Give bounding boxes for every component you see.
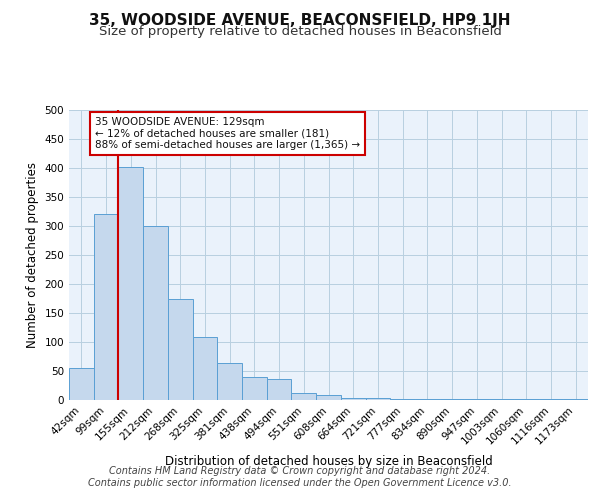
Text: 35, WOODSIDE AVENUE, BEACONSFIELD, HP9 1JH: 35, WOODSIDE AVENUE, BEACONSFIELD, HP9 1…	[89, 12, 511, 28]
X-axis label: Distribution of detached houses by size in Beaconsfield: Distribution of detached houses by size …	[164, 454, 493, 468]
Bar	[390, 399, 415, 400]
Bar	[168, 298, 193, 400]
Y-axis label: Number of detached properties: Number of detached properties	[26, 162, 39, 348]
Bar	[69, 368, 94, 400]
Text: Contains HM Land Registry data © Crown copyright and database right 2024.
Contai: Contains HM Land Registry data © Crown c…	[88, 466, 512, 487]
Bar	[316, 396, 341, 400]
Bar	[415, 399, 440, 400]
Bar	[292, 393, 316, 400]
Bar	[193, 338, 217, 400]
Bar	[118, 167, 143, 400]
Bar	[464, 399, 489, 400]
Bar	[341, 398, 365, 400]
Bar	[440, 399, 464, 400]
Bar	[267, 378, 292, 400]
Bar	[94, 214, 118, 400]
Text: Size of property relative to detached houses in Beaconsfield: Size of property relative to detached ho…	[98, 25, 502, 38]
Bar	[365, 398, 390, 400]
Bar	[217, 364, 242, 400]
Bar	[143, 226, 168, 400]
Bar	[242, 377, 267, 400]
Text: 35 WOODSIDE AVENUE: 129sqm
← 12% of detached houses are smaller (181)
88% of sem: 35 WOODSIDE AVENUE: 129sqm ← 12% of deta…	[95, 117, 360, 150]
